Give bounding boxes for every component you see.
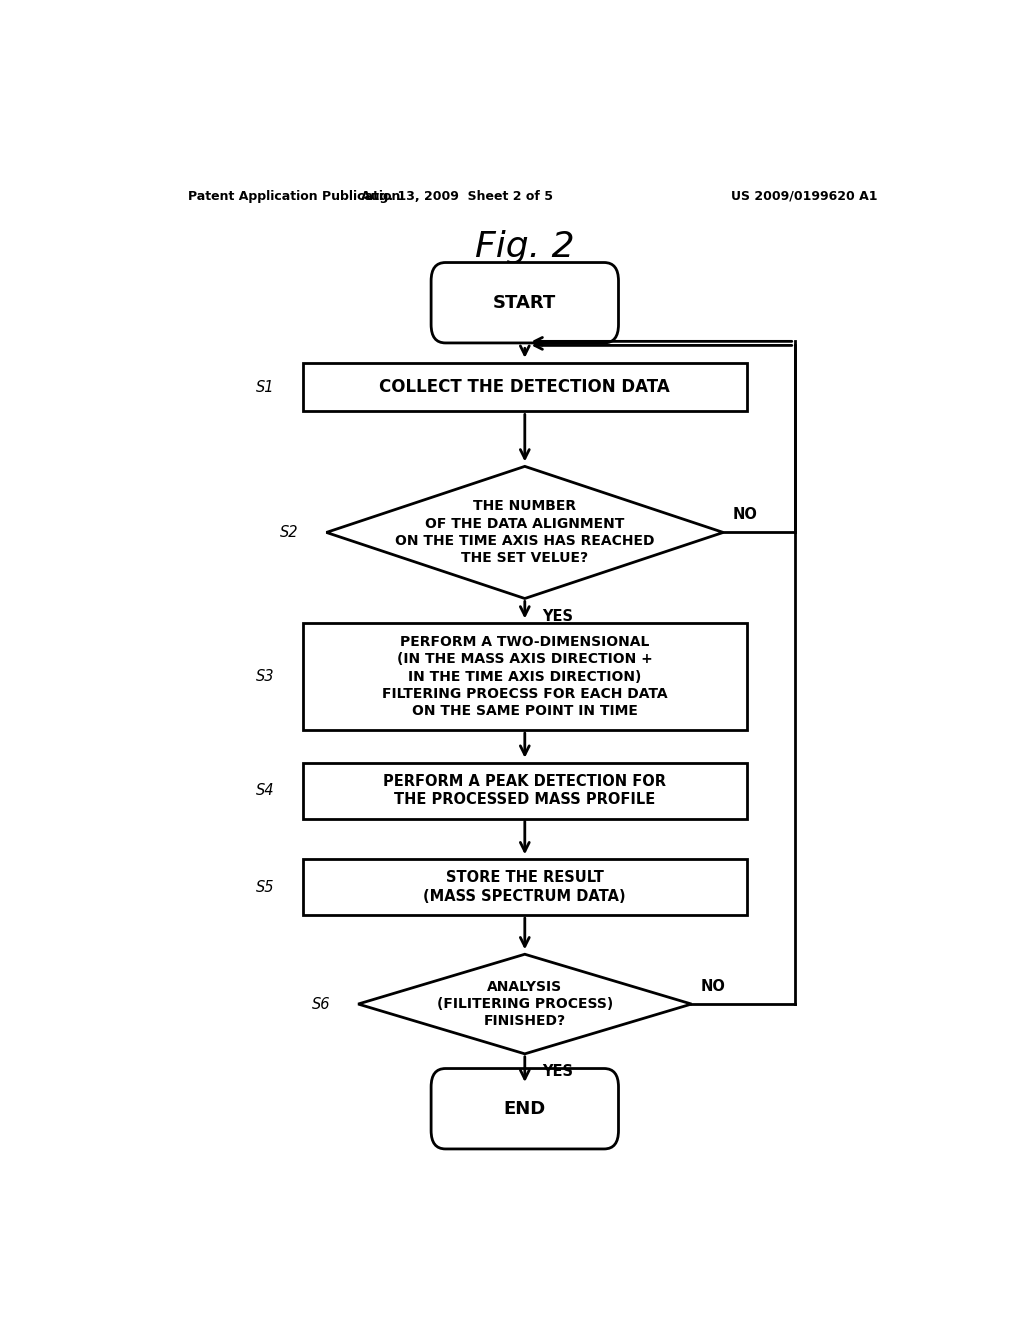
Text: Fig. 2: Fig. 2 (475, 230, 574, 264)
Text: THE NUMBER
OF THE DATA ALIGNMENT
ON THE TIME AXIS HAS REACHED
THE SET VELUE?: THE NUMBER OF THE DATA ALIGNMENT ON THE … (395, 499, 654, 565)
Text: END: END (504, 1100, 546, 1118)
Text: START: START (494, 294, 556, 312)
Text: ANALYSIS
(FILITERING PROCESS)
FINISHED?: ANALYSIS (FILITERING PROCESS) FINISHED? (436, 979, 613, 1028)
Text: PERFORM A PEAK DETECTION FOR
THE PROCESSED MASS PROFILE: PERFORM A PEAK DETECTION FOR THE PROCESS… (383, 774, 667, 808)
Text: S5: S5 (256, 879, 274, 895)
FancyBboxPatch shape (431, 1068, 618, 1148)
Text: S4: S4 (256, 783, 274, 799)
Text: US 2009/0199620 A1: US 2009/0199620 A1 (731, 190, 878, 203)
Polygon shape (358, 954, 691, 1053)
Text: YES: YES (543, 609, 573, 623)
Text: S1: S1 (256, 380, 274, 395)
Polygon shape (327, 466, 723, 598)
Text: NO: NO (701, 979, 726, 994)
Text: S3: S3 (256, 669, 274, 684)
FancyBboxPatch shape (431, 263, 618, 343)
Text: Patent Application Publication: Patent Application Publication (187, 190, 400, 203)
Text: S2: S2 (281, 525, 299, 540)
Text: YES: YES (543, 1064, 573, 1078)
Text: NO: NO (733, 507, 758, 523)
Text: PERFORM A TWO-DIMENSIONAL
(IN THE MASS AXIS DIRECTION +
IN THE TIME AXIS DIRECTI: PERFORM A TWO-DIMENSIONAL (IN THE MASS A… (382, 635, 668, 718)
Bar (303, 859, 748, 915)
Text: STORE THE RESULT
(MASS SPECTRUM DATA): STORE THE RESULT (MASS SPECTRUM DATA) (424, 870, 626, 904)
Text: S6: S6 (312, 997, 331, 1011)
Bar (303, 363, 748, 412)
Bar (303, 763, 748, 818)
Text: Aug. 13, 2009  Sheet 2 of 5: Aug. 13, 2009 Sheet 2 of 5 (361, 190, 553, 203)
Bar (303, 623, 748, 730)
Text: COLLECT THE DETECTION DATA: COLLECT THE DETECTION DATA (380, 378, 670, 396)
